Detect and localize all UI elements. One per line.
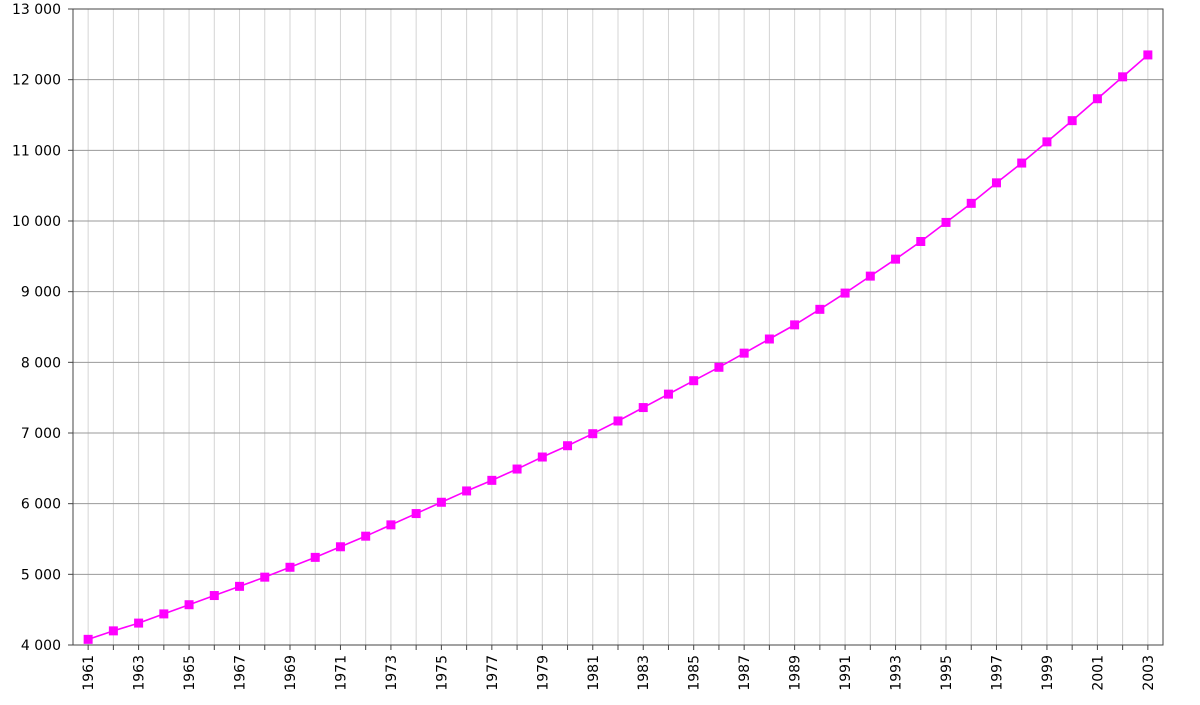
data-point [1118, 72, 1128, 82]
data-point [487, 475, 497, 485]
y-tick-label: 13 000 [12, 2, 61, 18]
y-tick-label: 4 000 [21, 638, 61, 654]
data-point [714, 362, 724, 372]
x-tick-label: 1999 [1040, 655, 1056, 691]
data-point [184, 600, 194, 610]
data-point [563, 441, 573, 451]
x-tick-label: 1989 [788, 655, 804, 691]
x-tick-label: 1961 [81, 655, 97, 691]
y-tick-label: 12 000 [12, 73, 61, 89]
data-point [361, 531, 371, 541]
x-tick-label: 1993 [889, 655, 905, 691]
data-point [739, 348, 749, 358]
series-group [83, 50, 1153, 644]
data-point [235, 581, 245, 591]
x-tick-label: 1977 [485, 655, 501, 691]
data-point [638, 403, 648, 413]
x-tick-label: 1995 [939, 655, 955, 691]
data-point [1042, 137, 1052, 147]
x-tick-label: 2003 [1141, 655, 1157, 691]
data-point [613, 416, 623, 426]
data-point [411, 509, 421, 519]
y-tick-label: 7 000 [21, 426, 61, 442]
y-tick-label: 8 000 [21, 355, 61, 371]
data-point [865, 271, 875, 281]
x-tick-label: 1983 [636, 655, 652, 691]
x-tick-label: 1965 [182, 655, 198, 691]
data-point [663, 389, 673, 399]
x-tick-label: 1985 [687, 655, 703, 691]
y-axis: 4 000 5 000 6 000 7 000 8 000 9 000 10 000 11 0… [12, 2, 73, 654]
y-tick-label: 10 000 [12, 214, 61, 230]
data-point [386, 520, 396, 530]
data-point [840, 288, 850, 298]
x-tick-label: 1975 [434, 655, 450, 691]
y-tick-label: 9 000 [21, 285, 61, 301]
data-point [790, 320, 800, 330]
data-point [83, 634, 93, 644]
grid-lines [73, 8, 1163, 646]
x-tick-label: 2001 [1090, 655, 1106, 691]
data-point [941, 217, 951, 227]
data-point [209, 591, 219, 601]
x-tick-label: 1969 [283, 655, 299, 691]
y-tick-label: 5 000 [21, 567, 61, 583]
data-point [159, 609, 169, 619]
x-tick-label: 1991 [838, 655, 854, 691]
data-point [310, 552, 320, 562]
data-point [991, 178, 1001, 188]
data-point [815, 304, 825, 314]
data-point [134, 618, 144, 628]
data-point [335, 542, 345, 552]
data-point [588, 429, 598, 439]
data-point [689, 376, 699, 386]
data-point [108, 626, 118, 636]
x-tick-label: 1967 [233, 655, 249, 691]
data-point [462, 486, 472, 496]
data-point [1017, 158, 1027, 168]
y-tick-label: 6 000 [21, 497, 61, 513]
data-point [1092, 94, 1102, 104]
y-tick-label: 11 000 [12, 143, 61, 159]
data-point [764, 334, 774, 344]
data-point [260, 572, 270, 582]
data-point [1143, 50, 1153, 60]
data-point [537, 452, 547, 462]
data-point [1067, 116, 1077, 126]
x-tick-label: 1979 [535, 655, 551, 691]
data-point [512, 464, 522, 474]
data-point [436, 497, 446, 507]
x-axis: 1961 1963 1965 1967 1969 1971 1973 1975 1977 1979… [81, 645, 1157, 691]
data-point [891, 254, 901, 264]
data-point [916, 236, 926, 246]
x-tick-label: 1973 [384, 655, 400, 691]
data-point [966, 198, 976, 208]
x-tick-label: 1981 [586, 655, 602, 691]
x-tick-label: 1963 [132, 655, 148, 691]
x-tick-label: 1971 [333, 655, 349, 691]
x-tick-label: 1987 [737, 655, 753, 691]
x-tick-label: 1997 [989, 655, 1005, 691]
data-point [285, 562, 295, 572]
